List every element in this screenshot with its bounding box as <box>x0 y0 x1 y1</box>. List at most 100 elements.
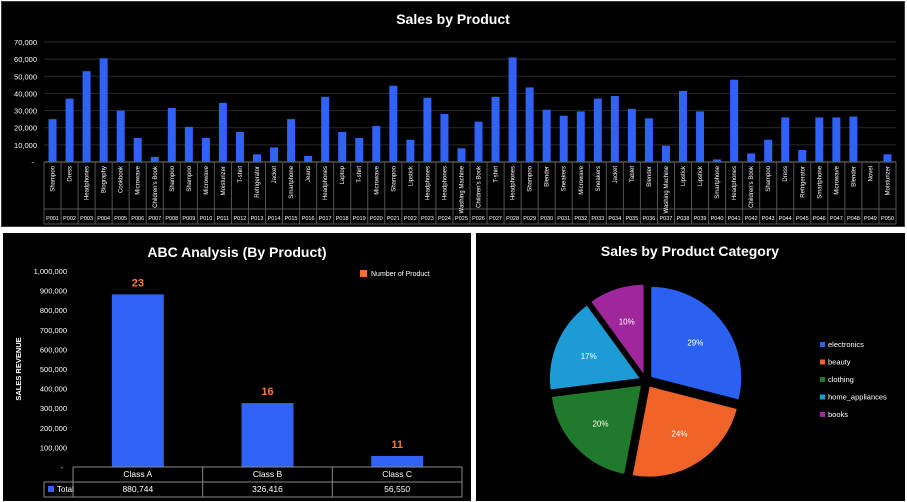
x-tick-label-code: P039 <box>694 216 707 222</box>
y-axis-label: SALES REVENUE <box>14 337 23 400</box>
slice-percent-label: 20% <box>592 420 608 429</box>
abc-analysis-chart: ABC Analysis (By Product)SALES REVENUE-1… <box>3 233 471 501</box>
x-tick-label-code: P042 <box>745 216 758 222</box>
x-tick-label-code: P011 <box>217 216 229 222</box>
y-tick-label: 800,000 <box>40 306 67 315</box>
legend-label: Number of Product <box>371 271 430 278</box>
x-tick-label: Class A <box>123 469 152 479</box>
bar <box>202 138 210 162</box>
x-tick-label-product: Moisturizer <box>221 166 227 195</box>
x-tick-label-code: P048 <box>847 216 860 222</box>
x-tick-label-code: P003 <box>80 216 93 222</box>
bar <box>372 126 380 162</box>
bar <box>270 147 278 162</box>
x-tick-label-code: P026 <box>472 216 485 222</box>
bar <box>66 99 74 162</box>
x-tick-label-code: P037 <box>660 216 673 222</box>
legend-swatch <box>360 270 367 277</box>
chart-title: ABC Analysis (By Product) <box>147 244 326 260</box>
y-tick-label: 200,000 <box>40 424 67 433</box>
legend-swatch <box>820 412 825 417</box>
bar <box>509 57 517 162</box>
x-tick-label-code: P034 <box>608 216 621 222</box>
x-tick-label: Class B <box>253 469 283 479</box>
y-tick-label: 600,000 <box>40 345 67 354</box>
bar <box>594 99 602 162</box>
x-tick-label-product: Headphones <box>323 166 329 200</box>
x-tick-label-code: P020 <box>370 216 383 222</box>
slice-percent-label: 29% <box>687 339 703 348</box>
sales-by-category-chart: Sales by Product Category29% electronics2… <box>476 233 905 501</box>
bar <box>713 159 721 162</box>
x-tick-label-code: P012 <box>234 216 247 222</box>
x-tick-label-product: Cookbook <box>119 165 125 193</box>
x-tick-label-product: Washing Machine <box>664 165 670 213</box>
chart-title: Sales by Product Category <box>601 243 779 259</box>
data-label: 11 <box>391 439 403 451</box>
bar <box>287 119 295 162</box>
x-tick-label-code: P010 <box>199 216 212 222</box>
legend-label: clothing <box>828 375 854 384</box>
x-tick-label-product: Microwave <box>204 165 210 194</box>
bar <box>815 117 823 162</box>
x-tick-label-product: Headphones <box>85 166 91 200</box>
y-tick-label: 70,000 <box>14 38 37 47</box>
bar <box>242 403 294 467</box>
x-tick-label-product: Jeans <box>306 166 312 182</box>
x-tick-label-code: P005 <box>114 216 127 222</box>
slice-percent-label: 10% <box>619 318 635 327</box>
legend-swatch <box>820 342 825 347</box>
bar <box>321 97 329 162</box>
bar <box>730 80 738 162</box>
chart-title: Sales by Product <box>396 11 510 27</box>
bar <box>253 154 261 162</box>
bar <box>168 108 176 162</box>
x-tick-label-code: P027 <box>489 216 502 222</box>
x-tick-label-product: Biography <box>102 166 108 193</box>
bar <box>112 294 164 467</box>
bar <box>134 138 142 162</box>
y-tick-label: 300,000 <box>40 404 67 413</box>
table-series-label: Total <box>57 485 74 494</box>
x-tick-label-code: P045 <box>796 216 809 222</box>
bar <box>883 154 891 162</box>
x-tick-label-code: P031 <box>557 216 570 222</box>
x-tick-label-code: P044 <box>779 216 792 222</box>
slice-percent-label: 17% <box>581 352 597 361</box>
x-tick-label-product: Laptop <box>340 165 346 184</box>
bar <box>560 116 568 162</box>
legend-swatch <box>820 395 825 400</box>
x-tick-label-product: Lipstick <box>408 165 414 186</box>
x-tick-label-code: P019 <box>353 216 366 222</box>
x-tick-label-product: Microwave <box>374 165 380 194</box>
bar <box>236 132 244 162</box>
x-tick-label-code: P015 <box>285 216 298 222</box>
x-tick-label-code: P030 <box>540 216 553 222</box>
x-tick-label-code: P013 <box>251 216 264 222</box>
bar <box>371 456 423 467</box>
bar <box>662 146 670 162</box>
x-tick-label-code: P006 <box>131 216 144 222</box>
x-tick-label-code: P001 <box>46 216 59 222</box>
x-tick-label-product: Jacket <box>613 166 619 184</box>
x-tick-label-code: P038 <box>677 216 690 222</box>
bar <box>798 150 806 162</box>
bar <box>117 111 125 162</box>
x-tick-label-code: P050 <box>881 216 894 222</box>
bar <box>423 98 431 162</box>
x-tick-label-code: P032 <box>574 216 587 222</box>
bar <box>577 111 585 162</box>
y-tick-label: 40,000 <box>14 89 37 98</box>
x-tick-label-product: Microwave <box>834 165 840 194</box>
x-tick-label-code: P002 <box>63 216 76 222</box>
bar <box>219 103 227 162</box>
bar <box>83 71 91 162</box>
x-tick-label-code: P028 <box>506 216 519 222</box>
x-tick-label-code: P046 <box>813 216 826 222</box>
bar <box>781 117 789 162</box>
y-tick-label: 20,000 <box>14 124 37 133</box>
bar <box>628 109 636 162</box>
sales-by-product-panel: Sales by Product - 10,000 20,000 30,000 40,00… <box>1 1 905 227</box>
bar <box>543 110 551 162</box>
y-tick-label: 1,000,000 <box>34 267 67 276</box>
